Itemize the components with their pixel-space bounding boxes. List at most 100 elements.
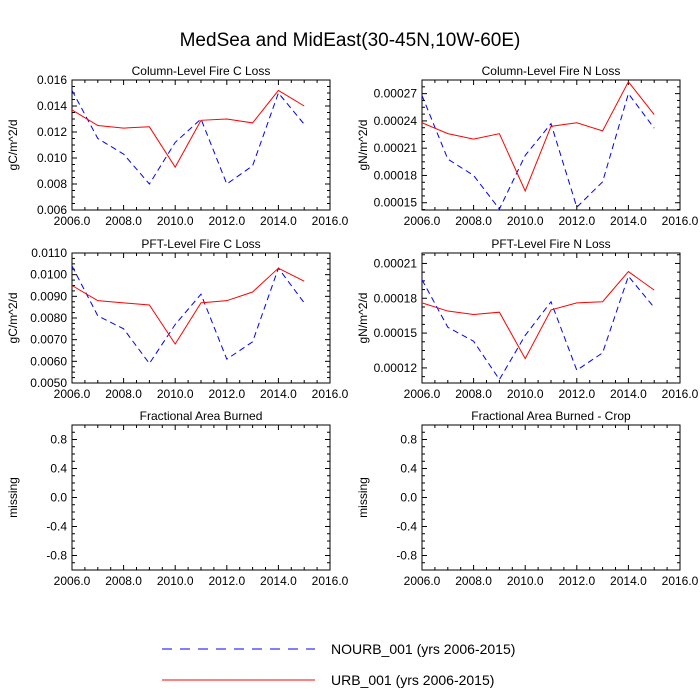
y-tick-label: 0.00024: [374, 114, 418, 128]
y-tick-label: 0.00021: [374, 141, 418, 155]
x-tick-label: 2010.0: [507, 574, 544, 588]
y-tick-label: 0.014: [37, 99, 67, 113]
series-line-urb: [71, 267, 305, 345]
y-tick-label: 0.0: [400, 491, 417, 505]
x-tick-label: 2010.0: [157, 387, 194, 401]
panel-title: Fractional Area Burned: [140, 409, 263, 423]
x-tick-label: 2012.0: [558, 214, 595, 228]
x-tick-label: 2008.0: [105, 387, 142, 401]
y-axis-label: gC/m^2/d: [6, 120, 20, 171]
x-tick-label: 2008.0: [455, 387, 492, 401]
panel-1: Column-Level Fire C Loss gC/m^2/d 2006.0 20…: [6, 64, 349, 228]
series-line-urb: [421, 270, 655, 360]
plot-frame: [71, 252, 331, 384]
series-line-urb: [421, 80, 655, 193]
panel-title: PFT-Level Fire N Loss: [491, 237, 610, 251]
panel-title: Column-Level Fire N Loss: [482, 64, 621, 78]
y-tick-label: 0.010: [37, 151, 67, 165]
x-tick-label: 2008.0: [455, 214, 492, 228]
x-tick-label: 2016.0: [312, 387, 349, 401]
x-tick-label: 2012.0: [558, 387, 595, 401]
x-tick-label: 2016.0: [312, 574, 349, 588]
panel-6: Fractional Area Burned - Crop missing 2006…: [356, 409, 699, 588]
x-tick-label: 2016.0: [312, 214, 349, 228]
x-tick-label: 2012.0: [208, 214, 245, 228]
x-tick-label: 2006.0: [404, 574, 441, 588]
y-tick-label: -0.4: [46, 520, 67, 534]
x-tick-label: 2014.0: [610, 387, 647, 401]
x-tick-label: 2006.0: [54, 214, 91, 228]
y-tick-label: 0.00018: [374, 291, 418, 305]
panel-4: PFT-Level Fire N Loss gN/m^2/d 2006.0 2008.…: [356, 237, 699, 401]
x-tick-label: 2014.0: [610, 574, 647, 588]
legend: NOURB_001 (yrs 2006-2015) URB_001 (yrs 20…: [162, 641, 515, 688]
x-tick-label: 2006.0: [54, 387, 91, 401]
y-tick-label: 0.00015: [374, 326, 418, 340]
panel-title: PFT-Level Fire C Loss: [141, 237, 260, 251]
x-tick-label: 2006.0: [404, 387, 441, 401]
x-tick-label: 2016.0: [662, 574, 699, 588]
y-tick-label: 0.00015: [374, 196, 418, 210]
x-tick-label: 2014.0: [260, 387, 297, 401]
panel-title: Column-Level Fire C Loss: [132, 64, 271, 78]
series-line-urb: [71, 89, 305, 169]
x-tick-label: 2006.0: [54, 574, 91, 588]
plot-frame: [421, 252, 681, 384]
y-tick-label: 0.00021: [374, 256, 418, 270]
x-tick-label: 2008.0: [105, 214, 142, 228]
y-axis-label: missing: [356, 477, 370, 518]
y-tick-label: 0.016: [37, 73, 67, 87]
x-tick-label: 2016.0: [662, 387, 699, 401]
y-tick-label: 0.4: [50, 462, 67, 476]
x-tick-label: 2012.0: [558, 574, 595, 588]
x-tick-label: 2006.0: [404, 214, 441, 228]
plot-frame: [421, 79, 681, 211]
x-tick-label: 2016.0: [662, 214, 699, 228]
x-tick-label: 2014.0: [260, 214, 297, 228]
panel-5: Fractional Area Burned missing 2006.0 2008.…: [6, 409, 349, 588]
panel-2: Column-Level Fire N Loss gN/m^2/d 2006.0 20…: [356, 64, 699, 228]
y-tick-label: 0.0060: [30, 354, 67, 368]
y-axis-label: gC/m^2/d: [6, 293, 20, 344]
x-tick-label: 2008.0: [105, 574, 142, 588]
x-tick-label: 2010.0: [157, 214, 194, 228]
y-tick-label: 0.0110: [31, 246, 67, 260]
x-tick-label: 2014.0: [610, 214, 647, 228]
y-tick-label: 0.00012: [374, 361, 418, 375]
plot-frame: [421, 424, 681, 571]
y-tick-label: 0.0090: [30, 289, 67, 303]
legend-label: NOURB_001 (yrs 2006-2015): [331, 641, 515, 657]
x-tick-label: 2008.0: [455, 574, 492, 588]
panel-title: Fractional Area Burned - Crop: [471, 409, 631, 423]
y-tick-label: 0.006: [37, 203, 67, 217]
y-tick-label: -0.8: [396, 549, 417, 563]
y-axis-label: gN/m^2/d: [356, 293, 370, 344]
y-tick-label: 0.008: [37, 177, 67, 191]
y-tick-label: -0.4: [396, 520, 417, 534]
x-tick-label: 2012.0: [208, 574, 245, 588]
plot-frame: [71, 424, 331, 571]
y-tick-label: 0.8: [400, 433, 417, 447]
x-tick-label: 2014.0: [260, 574, 297, 588]
y-axis-label: gN/m^2/d: [356, 120, 370, 171]
y-tick-label: 0.0100: [30, 268, 67, 282]
y-tick-label: 0.8: [50, 433, 67, 447]
y-tick-label: 0.012: [37, 125, 67, 139]
panel-3: PFT-Level Fire C Loss gC/m^2/d 2006.0 2008.…: [6, 237, 349, 401]
series-line-nourb: [71, 265, 305, 365]
y-tick-label: 0.0080: [30, 311, 67, 325]
y-axis-label: missing: [6, 477, 20, 518]
y-tick-label: 0.00018: [374, 168, 418, 182]
series-line-nourb: [71, 90, 305, 185]
x-tick-label: 2012.0: [208, 387, 245, 401]
figure-title: MedSea and MidEast(30-45N,10W-60E): [179, 30, 521, 51]
y-tick-label: -0.8: [46, 549, 67, 563]
plot-frame: [71, 79, 331, 211]
x-tick-label: 2010.0: [507, 387, 544, 401]
y-tick-label: 0.4: [400, 462, 417, 476]
x-tick-label: 2010.0: [507, 214, 544, 228]
y-tick-label: 0.0: [50, 491, 67, 505]
y-tick-label: 0.00027: [374, 87, 418, 101]
